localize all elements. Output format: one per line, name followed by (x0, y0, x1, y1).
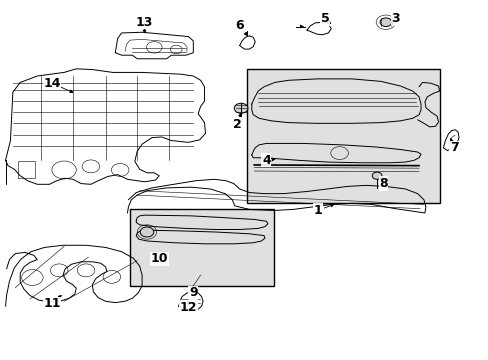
Text: 14: 14 (43, 77, 61, 90)
Text: 1: 1 (313, 204, 322, 217)
Bar (246, 69, 439, 203)
Circle shape (140, 227, 154, 237)
Text: 5: 5 (320, 12, 328, 25)
Text: 7: 7 (449, 141, 458, 154)
Text: 6: 6 (235, 19, 244, 32)
Text: 10: 10 (150, 252, 167, 265)
Text: 8: 8 (378, 177, 387, 190)
Text: 13: 13 (136, 16, 153, 29)
Text: 12: 12 (179, 301, 197, 314)
Circle shape (379, 18, 391, 27)
Text: 9: 9 (188, 287, 197, 300)
Bar (130, 209, 273, 286)
Text: 3: 3 (390, 12, 399, 25)
Circle shape (234, 103, 247, 113)
Circle shape (371, 172, 381, 179)
Text: 2: 2 (232, 118, 241, 131)
Text: 4: 4 (262, 154, 270, 167)
Text: 11: 11 (43, 297, 61, 310)
